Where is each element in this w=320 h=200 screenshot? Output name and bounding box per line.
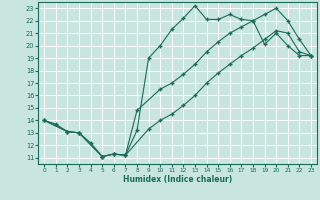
X-axis label: Humidex (Indice chaleur): Humidex (Indice chaleur) xyxy=(123,175,232,184)
